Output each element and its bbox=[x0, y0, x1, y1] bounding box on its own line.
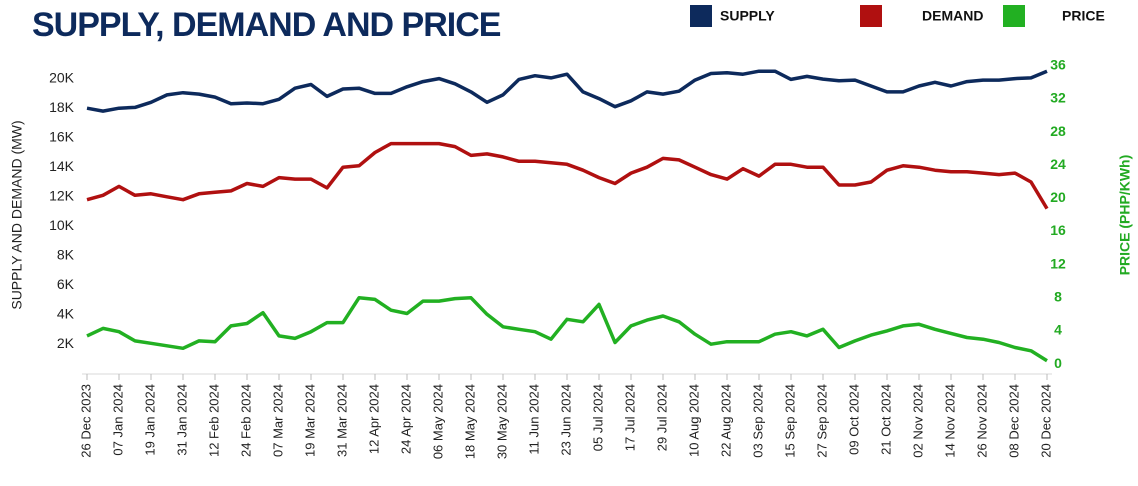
y2-tick-label: 16 bbox=[1050, 222, 1066, 238]
x-tick-label: 05 Jul 2024 bbox=[590, 384, 605, 451]
y2-tick-label: 24 bbox=[1050, 156, 1066, 172]
x-tick-label: 19 Jan 2024 bbox=[142, 384, 157, 456]
x-tick-label: 14 Nov 2024 bbox=[942, 384, 957, 458]
x-tick-label: 23 Jun 2024 bbox=[558, 384, 573, 456]
x-tick-label: 26 Dec 2023 bbox=[78, 384, 93, 458]
y-tick-label: 14K bbox=[49, 158, 75, 174]
y2-tick-label: 32 bbox=[1050, 90, 1066, 106]
x-tick-label: 31 Jan 2024 bbox=[174, 384, 189, 456]
x-tick-label: 26 Nov 2024 bbox=[974, 384, 989, 458]
x-tick-label: 07 Mar 2024 bbox=[270, 384, 285, 457]
y-tick-label: 8K bbox=[57, 247, 75, 263]
y-tick-label: 16K bbox=[49, 128, 75, 144]
x-tick-label: 17 Jul 2024 bbox=[622, 384, 637, 451]
x-tick-label: 21 Oct 2024 bbox=[878, 384, 893, 455]
x-tick-label: 24 Feb 2024 bbox=[238, 384, 253, 457]
x-tick-label: 19 Mar 2024 bbox=[302, 384, 317, 457]
y-tick-label: 4K bbox=[57, 306, 75, 322]
y2-tick-label: 28 bbox=[1050, 123, 1066, 139]
x-tick-label: 07 Jan 2024 bbox=[110, 384, 125, 456]
legend-swatch bbox=[1003, 5, 1025, 27]
x-tick-label: 03 Sep 2024 bbox=[750, 384, 765, 458]
series-line bbox=[86, 141, 1049, 210]
y-tick-label: 6K bbox=[57, 276, 75, 292]
x-tick-label: 09 Oct 2024 bbox=[846, 384, 861, 455]
y-tick-label: 20K bbox=[49, 69, 75, 85]
chart-title: SUPPLY, DEMAND AND PRICE bbox=[32, 6, 501, 44]
x-tick-label: 18 May 2024 bbox=[462, 384, 477, 459]
x-tick-label: 22 Aug 2024 bbox=[718, 384, 733, 457]
series-line bbox=[86, 296, 1048, 363]
x-tick-label: 12 Feb 2024 bbox=[206, 384, 221, 457]
y-tick-label: 10K bbox=[49, 217, 75, 233]
x-tick-label: 08 Dec 2024 bbox=[1006, 384, 1021, 458]
y2-tick-label: 12 bbox=[1050, 255, 1066, 271]
x-tick-label: 27 Sep 2024 bbox=[814, 384, 829, 458]
legend-label: PRICE bbox=[1062, 8, 1105, 24]
x-tick-label: 11 Jun 2024 bbox=[526, 384, 541, 455]
y2-tick-label: 8 bbox=[1054, 288, 1062, 304]
x-tick-label: 15 Sep 2024 bbox=[782, 384, 797, 458]
y2-axis-label: PRICE (PHP/KWh) bbox=[1117, 155, 1133, 276]
legend-label: DEMAND bbox=[922, 8, 983, 24]
x-tick-label: 12 Apr 2024 bbox=[366, 384, 381, 454]
legend-swatch bbox=[860, 5, 882, 27]
legend-label: SUPPLY bbox=[720, 8, 775, 24]
x-tick-label: 30 May 2024 bbox=[494, 384, 509, 459]
x-tick-label: 06 May 2024 bbox=[430, 384, 445, 459]
y-axis-label: SUPPLY AND DEMAND (MW) bbox=[9, 120, 25, 309]
y-tick-label: 12K bbox=[49, 187, 75, 203]
y-tick-label: 2K bbox=[57, 335, 75, 351]
y2-tick-label: 36 bbox=[1050, 56, 1066, 72]
y-tick-label: 18K bbox=[49, 99, 75, 115]
y2-tick-label: 0 bbox=[1054, 355, 1062, 371]
series-line bbox=[86, 69, 1048, 113]
x-tick-label: 02 Nov 2024 bbox=[910, 384, 925, 458]
x-tick-label: 29 Jul 2024 bbox=[654, 384, 669, 451]
y2-tick-label: 4 bbox=[1054, 322, 1062, 338]
x-tick-label: 10 Aug 2024 bbox=[686, 384, 701, 457]
x-tick-label: 20 Dec 2024 bbox=[1038, 384, 1053, 458]
legend-swatch bbox=[690, 5, 712, 27]
x-tick-label: 31 Mar 2024 bbox=[334, 384, 349, 457]
x-tick-label: 24 Apr 2024 bbox=[398, 384, 413, 454]
y2-tick-label: 20 bbox=[1050, 189, 1066, 205]
